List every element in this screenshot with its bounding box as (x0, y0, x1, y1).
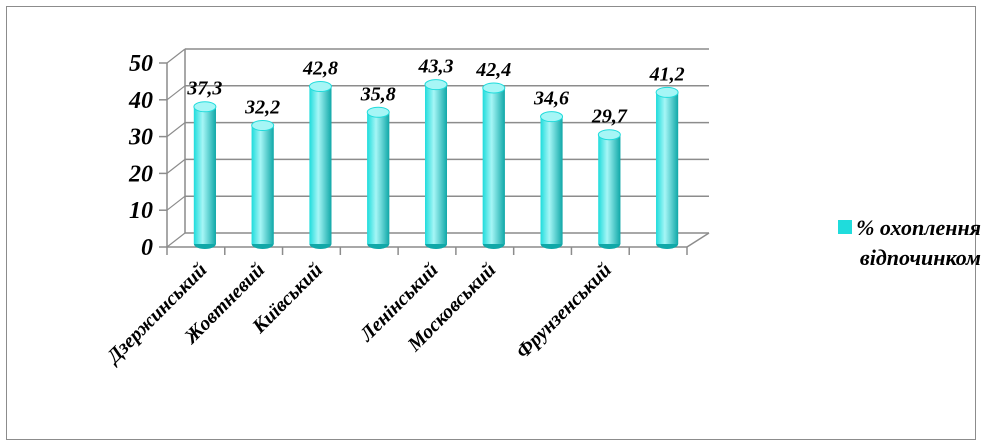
bar-cap (366, 106, 390, 118)
bar-face (656, 92, 679, 244)
bar-face (425, 84, 447, 244)
axes: 0 10 20 30 40 50 (128, 51, 710, 261)
side-wall-line (166, 158, 186, 174)
bar (655, 86, 679, 249)
side-wall-line (166, 195, 186, 211)
bar-cap (308, 80, 332, 92)
legend-label-line1: % охоплення (856, 215, 981, 240)
bar (424, 79, 448, 249)
bar-cap (597, 129, 621, 141)
bar (308, 80, 332, 249)
y-tick-label: 40 (128, 88, 153, 114)
x-category-label: Дзержинський (101, 259, 211, 369)
legend-swatch (838, 220, 853, 234)
bar (540, 111, 564, 249)
floor-right-edge (686, 232, 710, 248)
data-label: 29,7 (591, 106, 628, 128)
legend-label-line2: відпочинком (859, 245, 981, 270)
side-wall-line (166, 232, 186, 248)
data-label: 34,6 (533, 88, 569, 110)
bar-face (598, 134, 621, 244)
bar-cap (540, 111, 564, 123)
y-tick-label: 0 (141, 235, 153, 261)
chart-frame: 0 10 20 30 40 50 37,3 Дзержинський 32,2 Жовтневи… (6, 6, 981, 440)
bar-face (309, 86, 332, 244)
legend-entry: % охоплення (771, 213, 981, 243)
bar-face (251, 125, 274, 244)
y-tick-label: 10 (129, 198, 153, 224)
y-tick-label: 30 (128, 125, 153, 151)
side-wall-line (166, 85, 186, 101)
y-tick-label: 20 (128, 161, 153, 187)
bar-face (540, 116, 563, 244)
bar (193, 101, 217, 249)
bar-cap (482, 82, 506, 94)
data-label: 42,4 (475, 59, 511, 81)
bars (193, 79, 679, 249)
bar (482, 82, 506, 249)
data-label: 41,2 (649, 63, 685, 85)
bar-cap (655, 86, 679, 98)
x-category-label: Фрунзенський (512, 259, 616, 363)
legend: % охоплення відпочинком (771, 213, 981, 273)
bar-face (482, 87, 505, 244)
y-tick-label: 50 (129, 51, 153, 77)
side-wall-line (166, 48, 186, 64)
data-label: 43,3 (418, 56, 454, 78)
bar-cap (193, 101, 217, 113)
data-label: 37,3 (186, 78, 222, 100)
data-label: 35,8 (360, 83, 396, 105)
bar (597, 129, 621, 249)
data-labels: 37,3Дзержинський32,2Жовтневий42,8Київськ… (101, 56, 684, 369)
bar (366, 106, 390, 249)
side-wall-line (166, 122, 186, 138)
bar-cap (424, 79, 448, 91)
data-label: 32,2 (244, 97, 280, 119)
bar-cap (251, 120, 275, 132)
bar (251, 120, 275, 249)
data-label: 42,8 (302, 57, 338, 79)
bar-face (193, 106, 216, 245)
bar-face (367, 112, 390, 244)
